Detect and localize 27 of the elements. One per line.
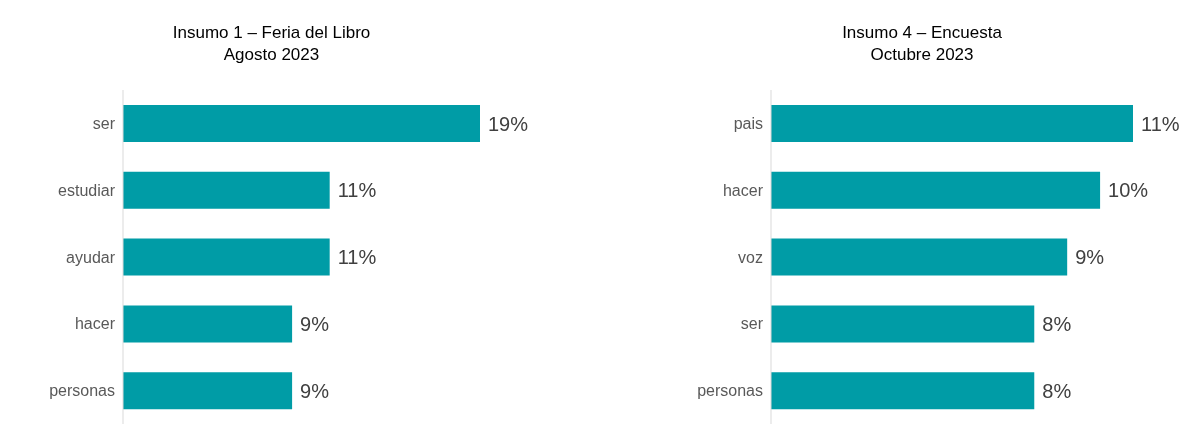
data-label: 19% [488, 112, 529, 135]
y-tick-label: ser [740, 315, 764, 333]
data-label: 9% [300, 313, 330, 335]
bar [771, 238, 1068, 276]
y-tick-label: estudiar [58, 181, 116, 199]
bar [771, 105, 1133, 142]
y-tick-label: hacer [74, 315, 116, 333]
y-tick-label: ser [92, 115, 116, 133]
data-label: 11% [337, 246, 377, 269]
y-tick-label: personas [697, 382, 763, 400]
y-tick-label: hacer [722, 181, 764, 199]
data-label: 9% [1075, 246, 1105, 269]
data-label: 10% [1108, 179, 1149, 202]
chart-title: Insumo 1 – Feria del Libro Agosto 2023 [171, 22, 372, 66]
bar [771, 171, 1101, 209]
y-tick-label: pais [733, 115, 763, 133]
data-label: 9% [300, 379, 330, 402]
y-tick-label: personas [49, 382, 115, 400]
data-label: 8% [1042, 379, 1072, 402]
bar [771, 372, 1035, 410]
y-tick-label: voz [738, 248, 763, 266]
y-tick-label: ayudar [66, 248, 116, 266]
data-label: 11% [337, 179, 377, 202]
data-label: 8% [1042, 313, 1072, 335]
data-label: 11% [1141, 112, 1180, 135]
bar [771, 305, 1035, 343]
chart-title: Insumo 4 – Encuesta Octubre 2023 [841, 22, 1003, 66]
